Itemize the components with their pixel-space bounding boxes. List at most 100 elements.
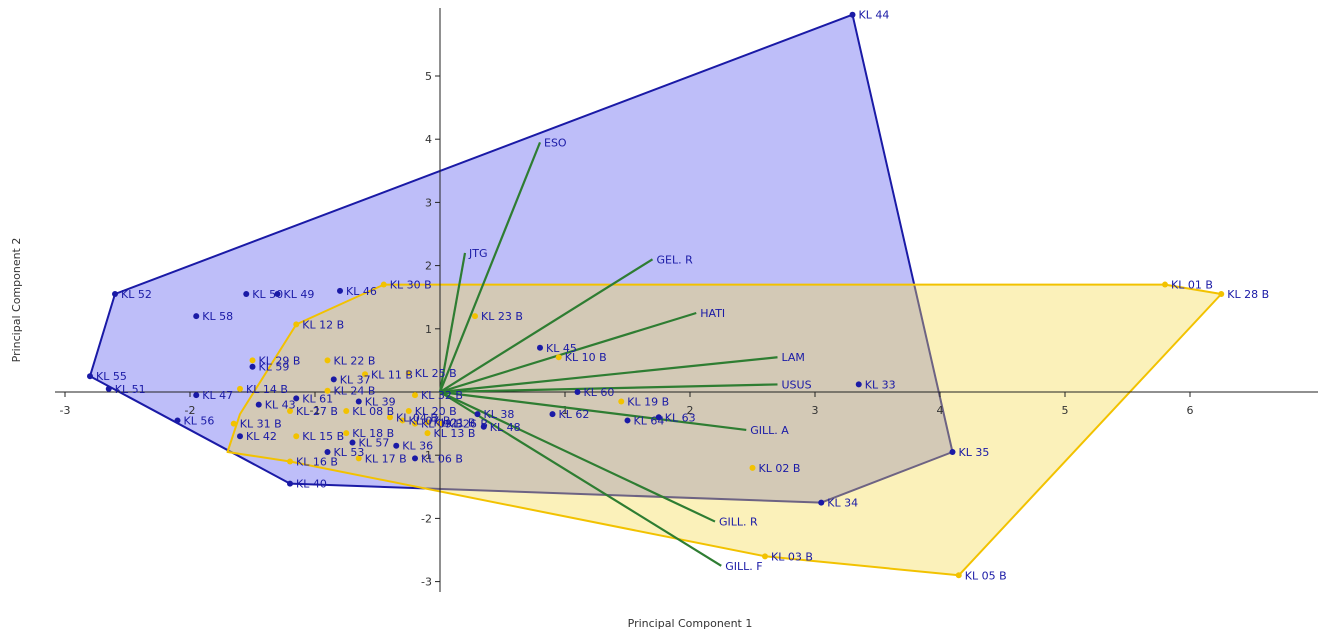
blue-data-point [193,313,200,320]
blue-data-point [87,373,93,380]
point-label: KL 15 B [302,430,344,443]
yellow-data-point [237,385,243,392]
point-label: KL 51 [115,383,146,396]
yellow-data-point [293,321,300,328]
loading-label: GILL. A [750,424,789,437]
point-label: KL 42 [246,430,277,443]
y-tick-label: 3 [425,196,432,209]
point-label: KL 27 B [296,405,338,418]
x-tick-label: 6 [1187,404,1194,417]
point-label: KL 22 B [334,354,376,367]
loading-label: ESO [544,136,567,149]
yellow-data-point [324,387,331,394]
loading-vector [438,141,542,393]
loading-vector [439,311,697,394]
blue-data-point [287,480,293,487]
point-label: KL 20 B [415,405,457,418]
point-label: KL 62 [559,408,590,421]
yellow-data-point [230,420,237,427]
point-label: KL 16 B [296,456,338,469]
blue-data-point [193,392,200,399]
point-label: KL 43 [265,399,296,412]
point-label: KL 10 B [565,351,607,364]
y-tick-label: -2 [421,512,432,525]
yellow-data-point [424,419,431,426]
point-label: KL 19 B [627,395,669,408]
blue-data-point [324,449,331,456]
point-label: KL 55 [96,370,127,383]
y-tick-label: 5 [425,70,432,83]
point-label: KL 56 [184,414,215,427]
point-label: KL 24 B [334,385,376,398]
point-label: KL 07 B [409,414,451,427]
loading-vector [439,391,716,523]
loading-vectors: ESO JTG GEL. R HATI LAM USUS GILL. A GILL. R GIL… [438,136,812,573]
yellow-data-point [399,417,406,424]
x-tick-label: -3 [60,404,71,417]
point-label: KL 23 B [481,310,523,323]
yellow-data-point [249,357,256,364]
blue-data-point [855,381,862,388]
yellow-data-point [749,464,756,471]
point-label: KL 52 [121,288,152,301]
yellow-data-point [287,407,293,414]
point-label: KL 40 [296,478,327,491]
data-points [87,11,1225,579]
point-label: KL 36 [402,440,433,453]
blue-data-point [474,411,481,418]
loading-vector [439,356,778,394]
point-label: KL 03 B [771,550,813,563]
blue-data-point [243,291,250,298]
yellow-data-point [405,370,412,377]
point-label: KL 06 B [421,452,463,465]
point-label: KL 02 B [759,462,801,475]
y-tick-label: 1 [425,323,432,336]
blue-data-point [818,499,825,506]
yellow-data-point [472,313,478,320]
blue-data-point [355,398,362,405]
point-label: KL 12 B [302,318,344,331]
x-tick-label: 2 [687,404,694,417]
point-label: KL 39 [365,395,396,408]
y-tick-label: 2 [425,260,432,273]
point-label: KL 31 B [240,418,282,431]
blue-data-point [274,291,281,298]
x-tick-label: -1 [310,404,321,417]
yellow-data-point [355,455,362,462]
x-axis-title: Principal Component 1 [628,617,753,630]
point-label: KL 58 [202,310,233,323]
point-label: KL 37 [340,373,371,386]
yellow-data-point [1218,291,1225,298]
yellow-group-hull [226,283,1223,577]
yellow-data-point [424,430,431,437]
yellow-data-point [955,572,962,579]
point-label: KL 29 B [259,354,301,367]
point-label: KL 53 [334,446,365,459]
point-label: KL 60 [584,386,615,399]
point-label: KL 34 [827,497,858,510]
point-label: KL 45 [546,342,577,355]
loading-vector [439,383,778,394]
point-label: KL 33 [865,378,896,391]
blue-data-point [393,442,400,449]
yellow-data-point [1162,281,1168,288]
loading-label: HATI [700,307,725,320]
x-tick-label: 4 [937,404,944,417]
point-label: KL 28 B [1227,288,1269,301]
point-label: KL 32 B [421,389,463,402]
point-label: KL 44 [859,9,890,22]
blue-data-point [480,423,487,430]
yellow-data-point [437,420,443,427]
yellow-data-point [555,354,562,361]
blue-data-point [349,439,356,446]
point-label: KL 17 B [365,452,407,465]
yellow-data-point [405,407,412,414]
blue-data-point [574,389,581,395]
blue-data-point [549,411,556,418]
blue-data-point [949,449,956,456]
loading-vector [439,391,722,567]
point-label: KL 04 B [396,411,438,424]
yellow-data-point [387,414,393,421]
yellow-data-point [324,357,331,364]
